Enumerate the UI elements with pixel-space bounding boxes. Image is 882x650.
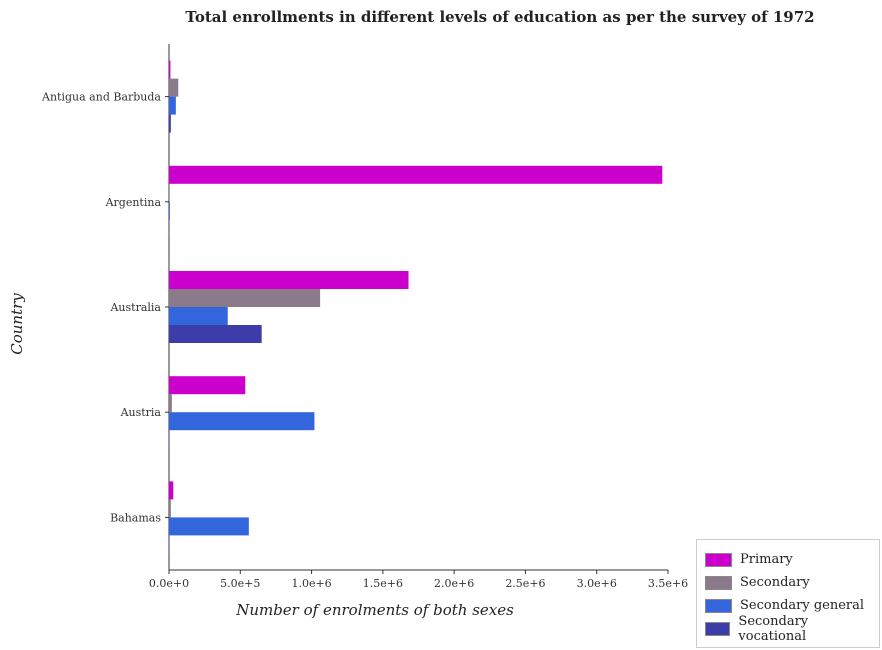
x-tick-label: 3.0e+6 [577, 577, 617, 590]
y-axis-label: Country [8, 293, 26, 355]
y-tick-label: Bahamas [110, 511, 161, 524]
bars [169, 60, 663, 554]
x-tick-label: 1.5e+6 [363, 577, 403, 590]
legend-swatch [705, 621, 731, 636]
bar-secondary-general [169, 412, 315, 431]
legend-label: Secondary [740, 575, 810, 590]
bar-primary [169, 481, 174, 500]
bar-secondary-general [169, 201, 170, 220]
legend-item: Secondary [705, 571, 871, 594]
bar-secondary [169, 78, 179, 97]
legend-label: Secondary general [740, 598, 865, 613]
legend-label: Primary [740, 552, 793, 567]
legend-swatch [705, 575, 732, 590]
bar-secondary-vocational [169, 219, 170, 238]
bar-secondary-vocational [169, 535, 170, 554]
bar-secondary [169, 183, 170, 202]
bar-secondary [169, 289, 321, 307]
ticks: 0.0e+0 5.0e+5 1.0e+6 1.5e+6 2.0e+6 2.5e+6 3.0e… [41, 91, 688, 590]
y-tick-label: Argentina [105, 196, 162, 209]
legend-swatch [705, 598, 732, 613]
x-tick-label: 2.5e+6 [505, 577, 545, 590]
bar-secondary-vocational [169, 114, 171, 133]
x-tick-label: 1.0e+6 [291, 577, 331, 590]
legend-swatch [705, 552, 732, 567]
legend-item: Secondary general [705, 594, 871, 617]
bar-secondary [169, 394, 172, 413]
bar-primary [169, 271, 409, 289]
y-tick-label: Austria [120, 406, 162, 419]
bar-secondary [169, 499, 171, 518]
bar-primary [169, 165, 663, 184]
bar-secondary-vocational [169, 325, 262, 343]
bar-secondary-general [169, 517, 249, 536]
x-tick-label: 0.0e+0 [149, 577, 189, 590]
x-tick-label: 3.5e+6 [648, 577, 688, 590]
y-tick-label: Australia [109, 301, 161, 314]
y-tick-label: Antigua and Barbuda [41, 91, 161, 104]
x-axis-label: Number of enrolments of both sexes [235, 601, 514, 619]
bar-secondary-general [169, 307, 228, 325]
legend-item: Secondary vocational [705, 614, 871, 644]
legend-label: Secondary vocational [738, 613, 809, 644]
bar-primary [169, 376, 246, 395]
bar-secondary-vocational [169, 430, 170, 449]
bar-secondary-general [169, 96, 176, 115]
legend-item: Primary [705, 548, 871, 571]
bar-primary [169, 60, 171, 79]
chart-title: Total enrollments in different levels of… [185, 8, 815, 26]
x-tick-label: 5.0e+5 [220, 577, 260, 590]
x-tick-label: 2.0e+6 [434, 577, 474, 590]
legend: Primary Secondary Secondary general Seconda… [696, 539, 880, 648]
